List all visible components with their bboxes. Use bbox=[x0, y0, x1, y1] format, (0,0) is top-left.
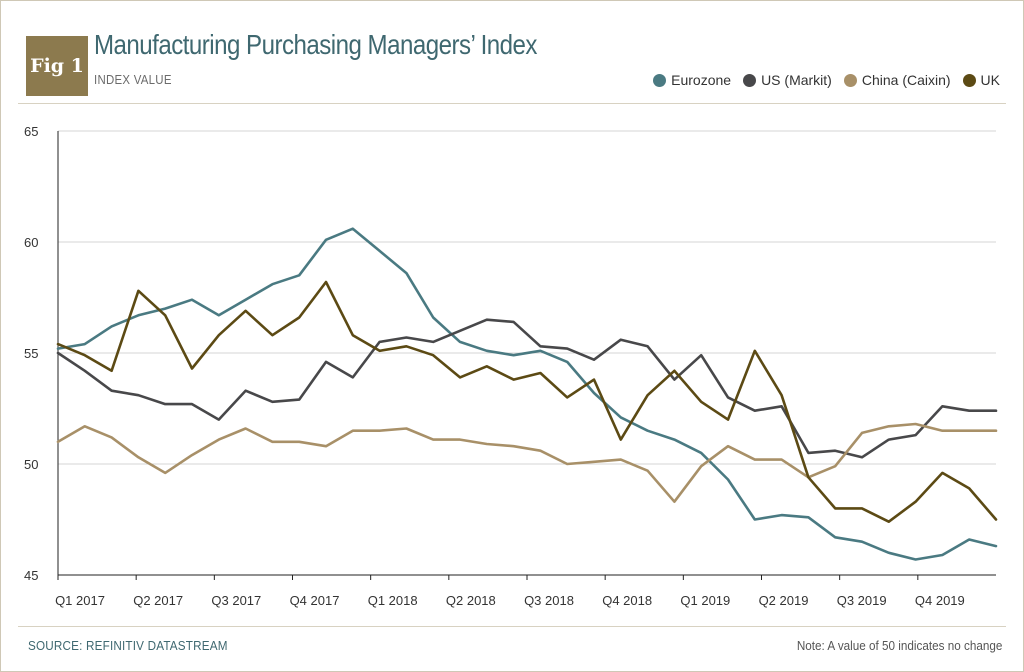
footer-divider bbox=[18, 626, 1006, 627]
legend-label-eurozone: Eurozone bbox=[671, 72, 732, 88]
legend-item-us: US (Markit) bbox=[743, 72, 832, 88]
x-tick-label: Q4 2019 bbox=[915, 593, 965, 608]
legend-label-uk: UK bbox=[980, 72, 1000, 88]
legend-item-eurozone: Eurozone bbox=[653, 72, 731, 88]
series-line-china bbox=[56, 422, 998, 504]
legend-item-china: China (Caixin) bbox=[843, 72, 951, 88]
x-tick-label: Q4 2017 bbox=[290, 593, 340, 608]
x-tick-label: Q2 2017 bbox=[133, 593, 183, 608]
y-tick-label: 50 bbox=[24, 457, 38, 472]
chart-title: Manufacturing Purchasing Managers’ Index bbox=[94, 29, 537, 60]
chart-subtitle: INDEX VALUE bbox=[94, 72, 172, 87]
legend-swatch-eurozone bbox=[653, 73, 667, 87]
x-tick-label: Q2 2019 bbox=[759, 593, 809, 608]
x-tick-label: Q1 2018 bbox=[368, 593, 418, 608]
x-tick-label: Q3 2017 bbox=[211, 593, 261, 608]
y-tick-label: 55 bbox=[24, 346, 38, 361]
y-tick-label: 45 bbox=[24, 568, 38, 583]
footnote: Note: A value of 50 indicates no change bbox=[796, 638, 1002, 653]
x-tick-label: Q2 2018 bbox=[446, 593, 496, 608]
x-tick-label: Q1 2019 bbox=[680, 593, 730, 608]
legend-swatch-us bbox=[743, 73, 757, 87]
x-tick-label: Q3 2018 bbox=[524, 593, 574, 608]
series-line-eurozone bbox=[56, 227, 998, 561]
series-line-us bbox=[56, 318, 998, 459]
legend-item-uk: UK bbox=[962, 72, 1000, 88]
legend-label-china: China (Caixin) bbox=[861, 72, 951, 88]
header-divider bbox=[18, 103, 1006, 104]
source-note: SOURCE: REFINITIV DATASTREAM bbox=[28, 638, 228, 653]
series-line-uk bbox=[56, 280, 998, 524]
x-tick-label: Q3 2019 bbox=[837, 593, 887, 608]
y-tick-label: 60 bbox=[24, 235, 38, 250]
x-tick-label: Q4 2018 bbox=[602, 593, 652, 608]
x-tick-label: Q1 2017 bbox=[55, 593, 105, 608]
figure-badge: Fig 1 bbox=[26, 36, 88, 96]
legend-swatch-china bbox=[843, 73, 857, 87]
chart-legend: Eurozone US (Markit) China (Caixin) UK bbox=[653, 72, 1000, 88]
legend-label-us: US (Markit) bbox=[761, 72, 832, 88]
figure-badge-label: Fig 1 bbox=[30, 55, 84, 77]
y-tick-label: 65 bbox=[24, 124, 38, 139]
legend-swatch-uk bbox=[962, 73, 976, 87]
